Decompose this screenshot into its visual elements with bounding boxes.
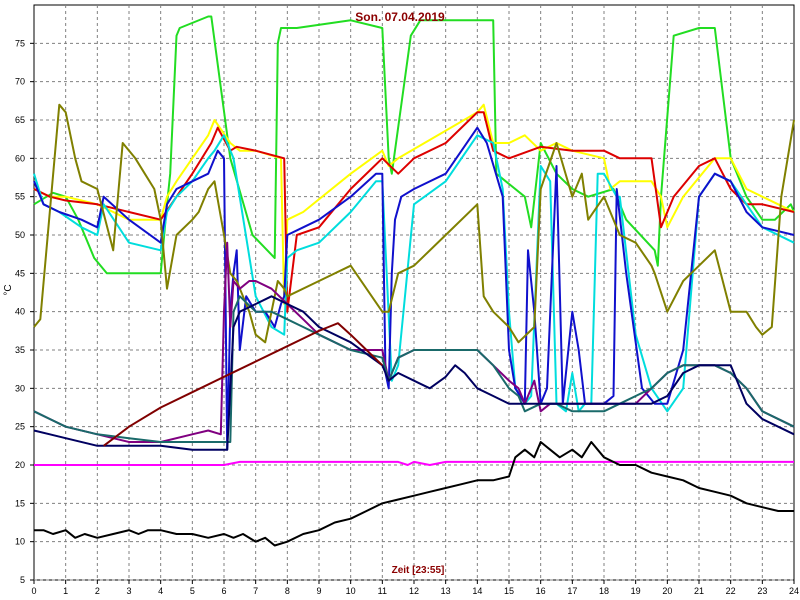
x-tick-label: 8	[285, 586, 290, 596]
y-tick-label: 50	[15, 230, 25, 240]
y-tick-label: 70	[15, 77, 25, 87]
x-tick-label: 13	[441, 586, 451, 596]
x-tick-label: 19	[631, 586, 641, 596]
chart-title: Son. 07.04.2019	[355, 10, 445, 24]
series-1-line	[33, 103, 795, 305]
series-5-line	[33, 103, 795, 344]
x-tick-label: 7	[253, 586, 258, 596]
x-tick-label: 11	[378, 586, 387, 596]
axis-ticks: 0 1 2 3 4 5 6 7 8 9 10 11 12 13 14 15 16 17 18 19 20 21 22 23 24…	[15, 38, 799, 596]
y-tick-label: 35	[15, 345, 25, 355]
y-tick-label: 25	[15, 422, 25, 432]
grid	[34, 5, 794, 581]
y-tick-label: 60	[15, 153, 25, 163]
x-tick-label: 9	[316, 586, 321, 596]
y-tick-label: 45	[15, 268, 25, 278]
x-tick-label: 15	[504, 586, 514, 596]
y-tick-label: 40	[15, 307, 25, 317]
x-tick-label: 24	[789, 586, 799, 596]
x-tick-label: 17	[567, 586, 577, 596]
x-tick-label: 10	[346, 586, 356, 596]
y-tick-label: 65	[15, 115, 25, 125]
x-tick-label: 20	[662, 586, 672, 596]
series-8-line	[33, 295, 795, 451]
x-tick-label: 5	[190, 586, 195, 596]
x-tick-label: 2	[95, 586, 100, 596]
x-tick-label: 16	[536, 586, 546, 596]
y-tick-label: 30	[15, 383, 25, 393]
x-tick-label: 3	[126, 586, 131, 596]
x-tick-label: 12	[409, 586, 419, 596]
y-tick-label: 55	[15, 192, 25, 202]
y-tick-label: 10	[15, 537, 25, 547]
x-axis-label: Zeit [23:55]	[392, 565, 445, 576]
x-tick-label: 4	[158, 586, 163, 596]
y-tick-label: 75	[15, 38, 25, 48]
x-tick-label: 6	[221, 586, 226, 596]
y-tick-label: 15	[15, 498, 25, 508]
series-group	[33, 15, 795, 547]
series-9-line	[103, 322, 383, 447]
y-tick-label: 20	[15, 460, 25, 470]
series-7-line	[33, 295, 795, 443]
x-tick-label: 14	[472, 586, 482, 596]
x-tick-label: 18	[599, 586, 609, 596]
x-tick-label: 22	[726, 586, 736, 596]
x-tick-label: 21	[694, 586, 704, 596]
x-tick-label: 0	[31, 586, 36, 596]
x-tick-label: 1	[63, 586, 68, 596]
series-10-line	[34, 460, 794, 466]
x-tick-label: 23	[757, 586, 767, 596]
series-4-line	[33, 126, 795, 451]
y-axis-label: °C	[3, 284, 14, 295]
y-tick-label: 5	[20, 575, 25, 585]
series-11-line	[34, 441, 794, 547]
